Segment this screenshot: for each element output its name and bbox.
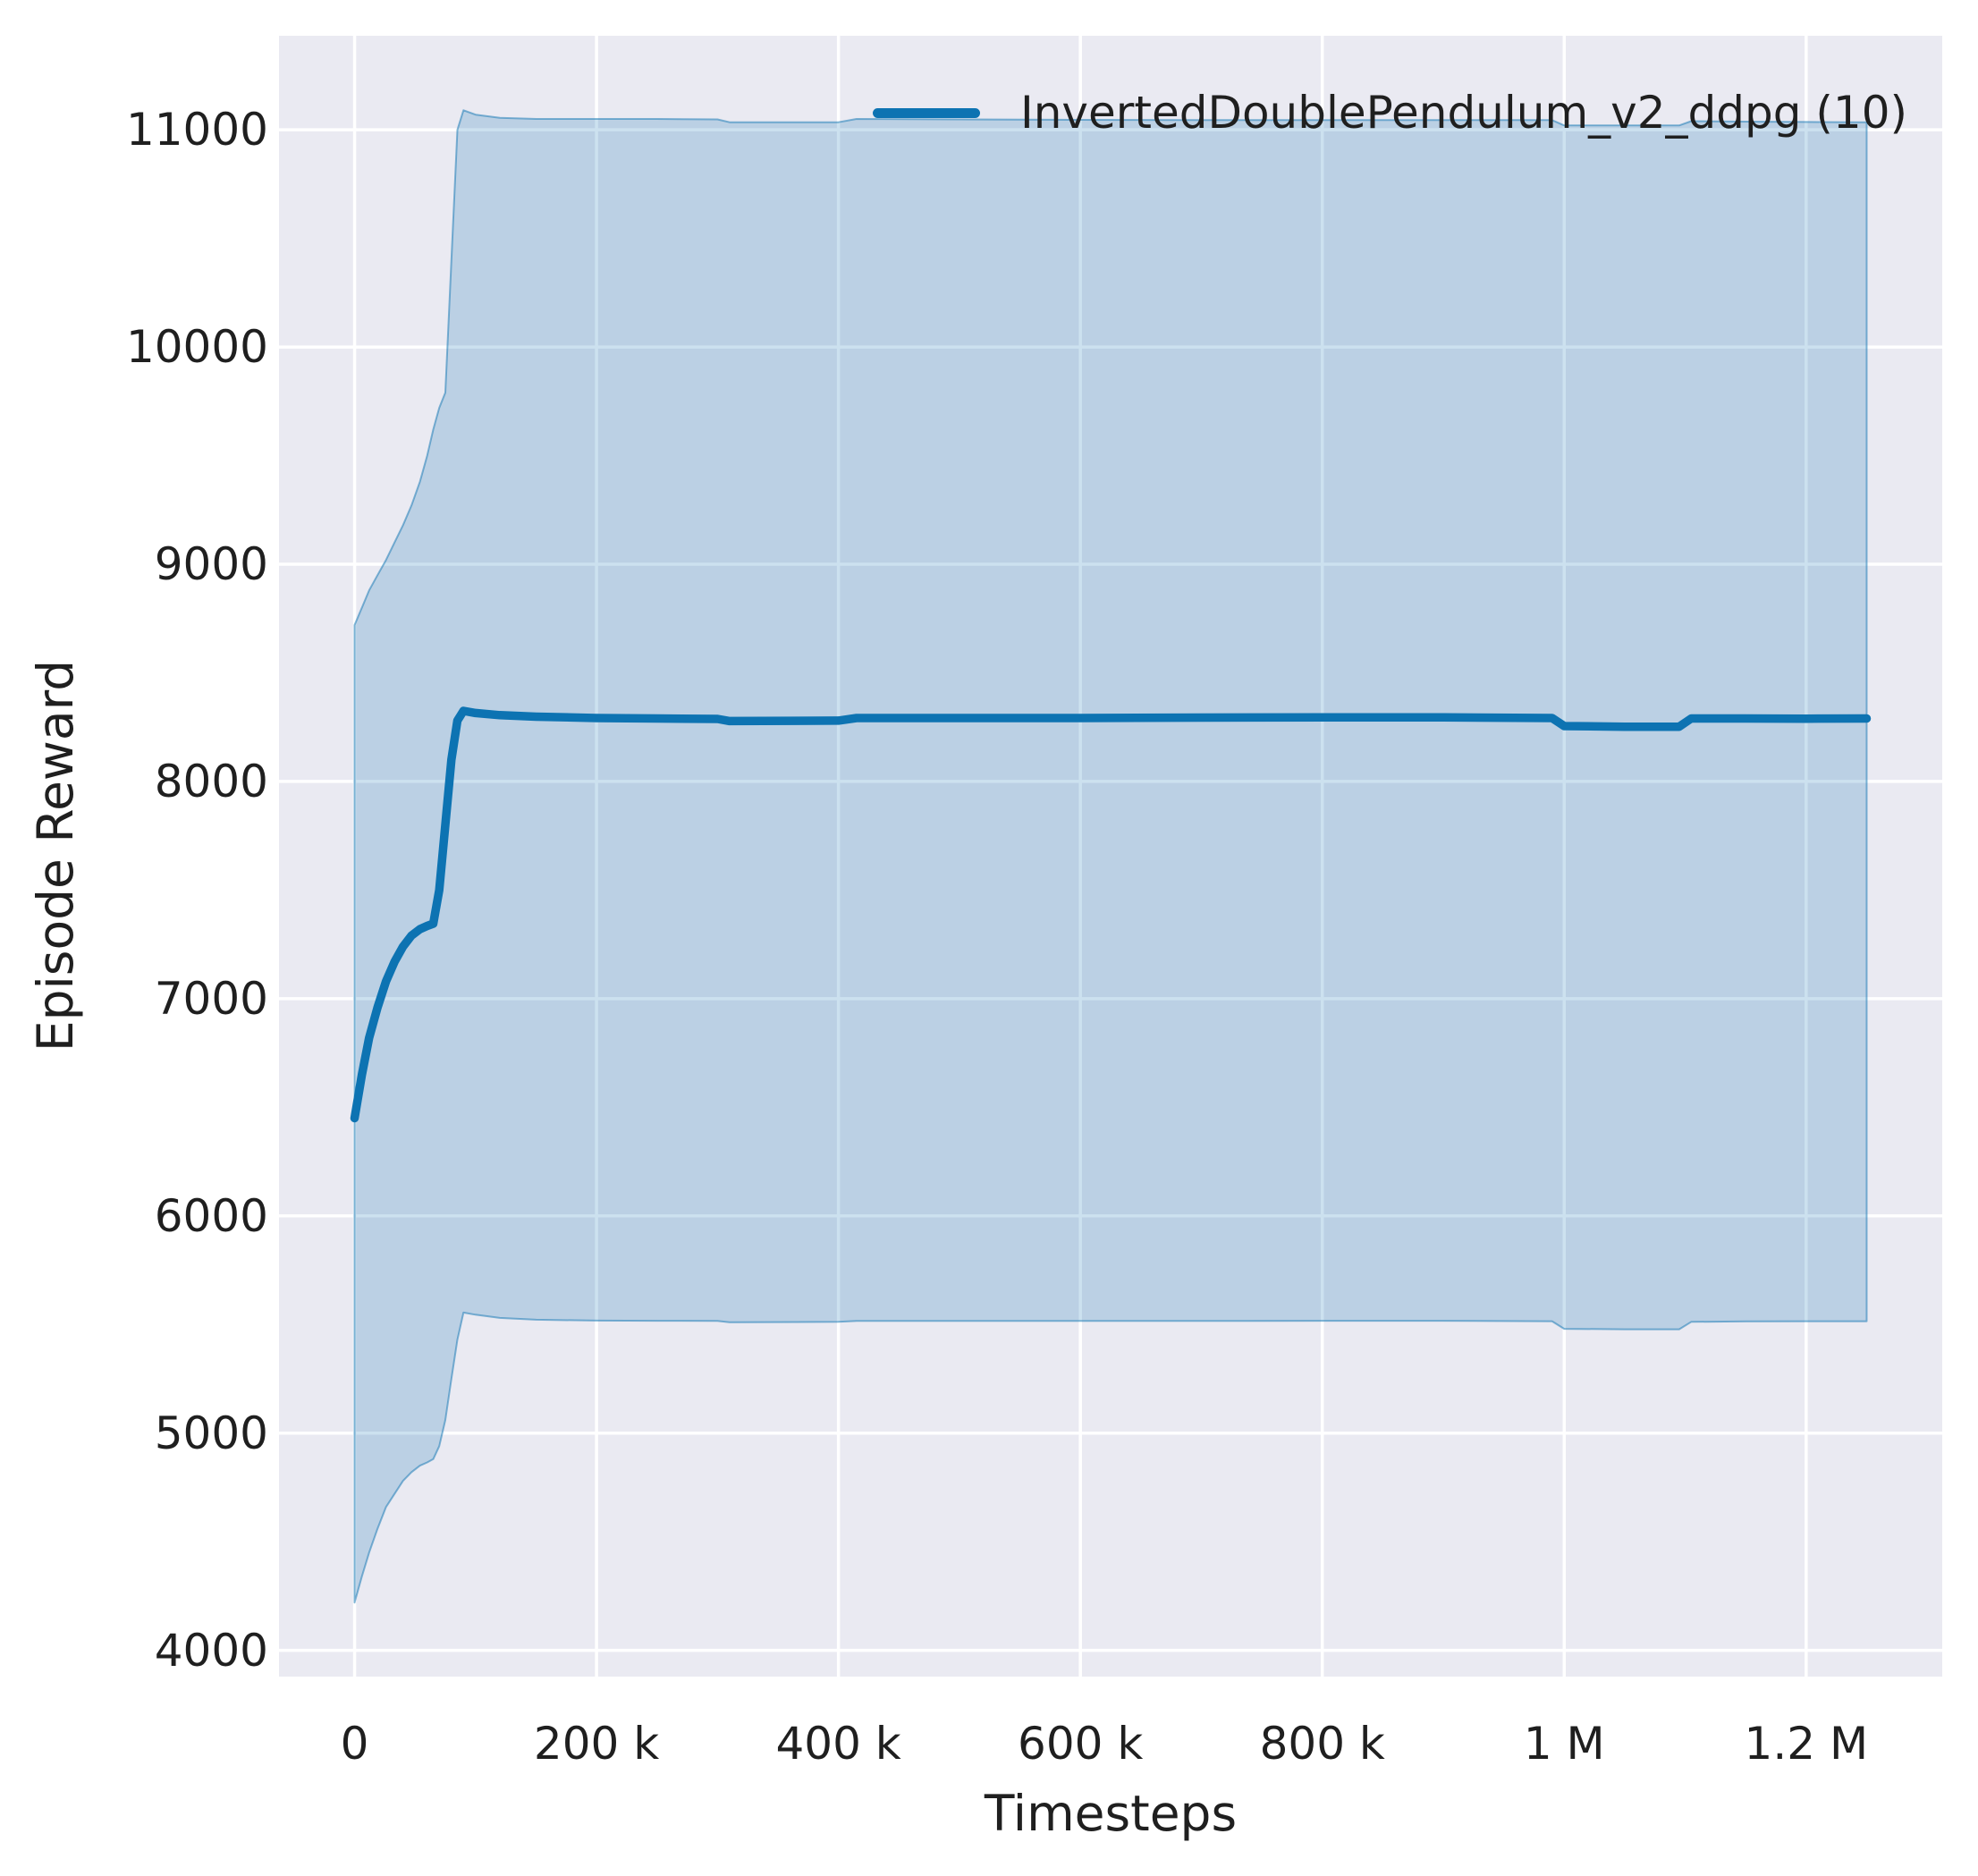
y-axis-label: Episode Reward <box>27 659 84 1052</box>
y-tick-label: 8000 <box>154 755 268 807</box>
x-tick-label: 200 k <box>533 1718 660 1770</box>
y-tick-label: 11000 <box>125 104 268 156</box>
y-tick-label: 5000 <box>154 1407 268 1459</box>
x-tick-label: 0 <box>340 1718 369 1770</box>
plot-background <box>279 36 1942 1677</box>
x-tick-label: 800 k <box>1259 1718 1385 1770</box>
y-tick-label: 7000 <box>154 972 268 1025</box>
confidence-band <box>353 109 1868 1604</box>
x-axis-label: Timesteps <box>984 1785 1238 1842</box>
x-tick-label: 400 k <box>775 1718 901 1770</box>
y-tick-label: 4000 <box>154 1624 268 1677</box>
x-tick-label: 600 k <box>1018 1718 1144 1770</box>
legend: InvertedDoublePendulum_v2_ddpg (10) <box>873 87 1907 139</box>
legend-label: InvertedDoublePendulum_v2_ddpg (10) <box>1020 87 1908 139</box>
x-tick-label: 1.2 M <box>1744 1718 1869 1770</box>
x-tick-label: 1 M <box>1523 1718 1605 1770</box>
y-tick-label: 10000 <box>125 321 268 374</box>
y-tick-label: 9000 <box>154 538 268 591</box>
y-tick-label: 6000 <box>154 1189 268 1242</box>
mean-line <box>350 706 1872 1123</box>
legend-line-swatch <box>873 107 980 118</box>
